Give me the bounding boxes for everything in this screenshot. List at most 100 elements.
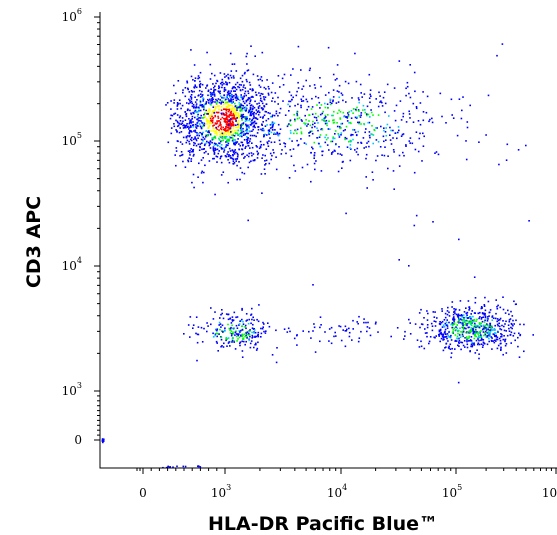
- event-dot: [458, 319, 460, 322]
- event-dot: [304, 123, 306, 126]
- event-dot: [245, 340, 247, 343]
- event-dot: [182, 136, 185, 139]
- event-dot: [199, 117, 202, 119]
- event-dot: [474, 324, 477, 326]
- event-dot: [484, 309, 487, 312]
- event-dot: [241, 116, 243, 119]
- event-dot: [482, 344, 484, 347]
- event-dot: [277, 123, 280, 126]
- event-dot: [296, 128, 299, 131]
- event-dot: [177, 80, 180, 82]
- event-dot: [320, 104, 323, 106]
- event-dot: [438, 333, 440, 336]
- event-dot: [312, 330, 314, 332]
- event-dot: [240, 115, 242, 118]
- event-dot: [220, 146, 223, 149]
- event-dot: [246, 331, 249, 333]
- event-dot: [234, 105, 237, 108]
- event-dot: [225, 339, 227, 342]
- event-dot: [193, 105, 195, 108]
- event-dot: [326, 122, 328, 125]
- event-dot: [444, 312, 447, 315]
- event-dot: [201, 94, 204, 96]
- event-dot: [193, 138, 195, 141]
- event-dot: [244, 71, 246, 74]
- event-dot: [214, 147, 217, 150]
- event-dot: [202, 98, 205, 100]
- event-dot: [221, 100, 223, 102]
- event-dot: [288, 91, 291, 93]
- event-dot: [212, 105, 215, 107]
- event-dot: [229, 100, 232, 102]
- event-dot: [219, 124, 222, 126]
- event-dot: [352, 112, 354, 114]
- event-dot: [339, 111, 342, 113]
- event-dot: [261, 129, 264, 132]
- event-dot: [228, 90, 230, 92]
- event-dot: [467, 340, 470, 342]
- event-dot: [513, 332, 516, 335]
- event-dot: [199, 125, 202, 128]
- event-dot: [289, 129, 292, 132]
- event-dot: [462, 344, 465, 347]
- event-dot: [230, 131, 232, 133]
- event-dot: [234, 107, 236, 110]
- event-dot: [195, 126, 197, 128]
- event-dot: [348, 111, 350, 113]
- event-dot: [290, 132, 292, 134]
- event-dot: [245, 127, 248, 129]
- event-dot: [222, 317, 225, 320]
- event-dot: [181, 104, 184, 107]
- event-dot: [446, 325, 449, 327]
- event-dot: [218, 333, 220, 335]
- event-dot: [249, 124, 252, 126]
- event-dot: [348, 331, 351, 334]
- event-dot: [233, 341, 235, 343]
- event-dot: [412, 121, 415, 123]
- event-dot: [437, 153, 440, 156]
- event-dot: [392, 129, 394, 132]
- event-dot: [360, 92, 362, 94]
- event-dot: [449, 348, 452, 350]
- event-dot: [324, 141, 327, 144]
- event-dot: [384, 131, 387, 133]
- event-dot: [470, 321, 472, 323]
- event-dot: [452, 323, 454, 325]
- event-dot: [220, 81, 223, 84]
- event-dot: [487, 326, 490, 328]
- event-dot: [225, 337, 227, 340]
- event-dot: [259, 146, 262, 149]
- event-dot: [200, 326, 203, 329]
- event-dot: [194, 137, 196, 140]
- event-dot: [450, 323, 452, 326]
- event-dot: [241, 97, 244, 100]
- event-dot: [212, 83, 214, 85]
- event-dot: [396, 327, 399, 329]
- event-dot: [209, 94, 212, 97]
- event-dot: [325, 138, 328, 141]
- event-dot: [242, 337, 245, 339]
- event-dot: [248, 130, 251, 132]
- event-dot: [301, 166, 304, 169]
- event-dot: [316, 137, 318, 139]
- event-dot: [357, 153, 359, 156]
- event-dot: [469, 350, 471, 353]
- event-dot: [491, 348, 493, 350]
- event-dot: [214, 334, 216, 337]
- event-dot: [268, 133, 270, 136]
- event-dot: [198, 149, 201, 151]
- event-dot: [246, 63, 248, 65]
- event-dot: [228, 120, 230, 122]
- event-dot: [223, 128, 225, 131]
- event-dot: [505, 343, 508, 345]
- event-dot: [348, 140, 350, 143]
- event-dot: [260, 97, 262, 100]
- event-dot: [422, 91, 424, 93]
- event-dot: [360, 330, 362, 333]
- event-dot: [456, 321, 459, 323]
- event-dot: [182, 91, 184, 94]
- event-dot: [244, 343, 246, 346]
- event-dot: [360, 112, 363, 114]
- event-dot: [225, 83, 228, 86]
- event-dot: [244, 106, 247, 108]
